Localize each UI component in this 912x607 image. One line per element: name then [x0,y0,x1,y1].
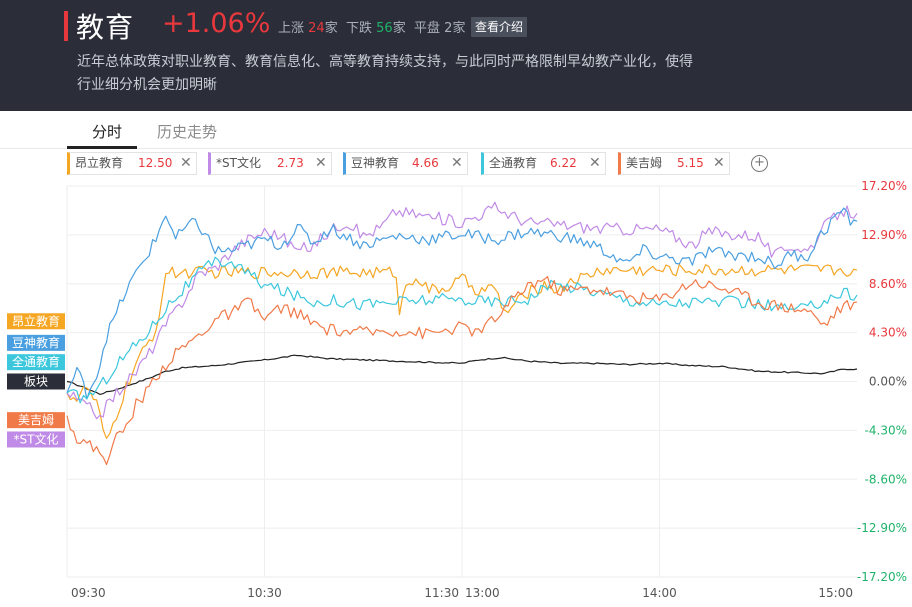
sector-change: +1.06% [162,8,271,39]
stat-down-label: 下跌 [346,21,373,36]
x-tick-label: 09:30 [71,586,106,600]
plus-circle-icon[interactable]: + [751,155,768,172]
sector-description: 近年总体政策对职业教育、教育信息化、高等教育持续支持，与此同时严格限制早幼教产业… [77,54,693,93]
legend-tag-label: *ST文化 [14,431,59,446]
legend-tag-bg [7,334,65,351]
chip-3[interactable]: 全通教育 6.22 ✕ [481,152,606,175]
legend-tag: *ST文化 [7,431,65,448]
y-tick-label: -4.30% [865,423,907,437]
chip-name: 全通教育 [489,156,538,170]
tab-intraday[interactable]: 分时 [92,123,123,141]
intraday-chart: 17.20% 12.90% 8.60% 4.30% 0.00% -4.30% -8.60% -… [0,176,912,603]
chip-2[interactable]: 豆神教育 4.66 ✕ [343,152,468,175]
chip-name: *ST文化 [216,156,261,170]
sector-title: 教育 [76,11,135,44]
y-tick-label: 12.90% [861,228,907,242]
legend-tag-bg [7,313,65,330]
y-tick-label: -17.20% [857,570,907,584]
close-icon[interactable]: ✕ [589,155,601,171]
legend-tag: 豆神教育 [7,334,65,351]
close-icon[interactable]: ✕ [315,155,327,171]
chip-price: 5.15 [677,156,704,170]
legend-tag-label: 豆神教育 [12,335,60,350]
stat-up-count: 24 [308,21,325,36]
close-icon[interactable]: ✕ [451,155,463,171]
chip-0[interactable]: 昂立教育 12.50 ✕ [67,152,197,175]
series-layer [66,201,858,466]
y-tick-label: 0.00% [869,375,907,389]
series-line-1 [66,263,858,439]
stat-flat-unit: 家 [452,21,466,36]
grid-layer [66,185,857,578]
y-tick-label: 17.20% [861,179,907,193]
chart-tabs: 分时 历史走势 [0,111,912,149]
series-line-5 [66,276,858,466]
title-accent-bar [64,11,68,41]
chip-name: 美吉姆 [626,156,663,170]
legend-tag-bg [7,431,65,448]
chip-4[interactable]: 美吉姆 5.15 ✕ [618,152,730,175]
y-tick-label: -12.90% [857,521,907,535]
stat-up-label: 上涨 [278,21,305,36]
legend-tag: 板块 [7,373,65,390]
chip-1[interactable]: *ST文化 2.73 ✕ [208,152,332,175]
chip-price: 12.50 [138,156,173,170]
y-tick-label: 8.60% [869,277,907,291]
x-tick-label: 14:00 [642,586,677,600]
chip-name: 昂立教育 [75,156,124,170]
legend-tag: 昂立教育 [7,313,65,330]
legend-tag-label: 板块 [24,375,48,389]
close-icon[interactable]: ✕ [180,155,192,171]
series-line-3 [66,207,858,400]
chip-price: 4.66 [412,156,439,170]
compare-chips: 昂立教育 12.50 ✕ *ST文化 2.73 ✕ 豆神教育 4.66 ✕ 全通… [0,150,912,176]
stat-flat-count: 2 [444,21,453,36]
x-tick-label: 13:00 [465,586,500,600]
x-tick-label: 10:30 [247,586,282,600]
sector-header: 教育 +1.06% 上涨 24家 下跌 56家 平盘 2家 查看介绍 近年总体政… [0,0,912,111]
y-tick-label: 4.30% [869,326,907,340]
chart-svg: 17.20% 12.90% 8.60% 4.30% 0.00% -4.30% -8.60% -… [7,179,907,600]
stat-up: 上涨 24家 [278,17,338,36]
stat-down: 下跌 56家 [346,17,406,36]
close-icon[interactable]: ✕ [713,155,725,171]
stat-flat-label: 平盘 [414,21,441,36]
legend-tag-bg [7,373,65,390]
x-tick-label: 15:00 [818,586,853,600]
chip-price: 2.73 [277,156,304,170]
series-line-4 [66,256,858,404]
series-line-0 [66,354,858,395]
legend-tag-label: 美吉姆 [18,413,54,427]
x-axis-labels: 09:30 10:30 11:30 13:00 14:00 15:00 [71,586,853,600]
series-line-2 [66,201,858,420]
stat-down-unit: 家 [392,21,406,36]
chip-price: 6.22 [550,156,577,170]
stat-up-unit: 家 [324,21,338,36]
chip-name: 豆神教育 [351,156,400,170]
legend-tag: 全通教育 [7,354,65,371]
legend-tag-bg [7,412,65,429]
legend-tag: 美吉姆 [7,412,65,429]
legend-tag-label: 昂立教育 [12,313,60,328]
y-axis-labels: 17.20% 12.90% 8.60% 4.30% 0.00% -4.30% -8.60% -… [857,179,907,584]
tab-history[interactable]: 历史走势 [157,123,218,141]
active-tab-indicator [67,146,137,149]
stat-flat: 平盘 2家 [414,17,465,36]
view-intro-button[interactable]: 查看介绍 [471,17,528,37]
x-tick-label: 11:30 [424,586,459,600]
y-tick-label: -8.60% [865,472,907,486]
legend-tag-label: 全通教育 [12,354,60,369]
legend-tag-bg [7,354,65,371]
stat-down-count: 56 [376,21,393,36]
